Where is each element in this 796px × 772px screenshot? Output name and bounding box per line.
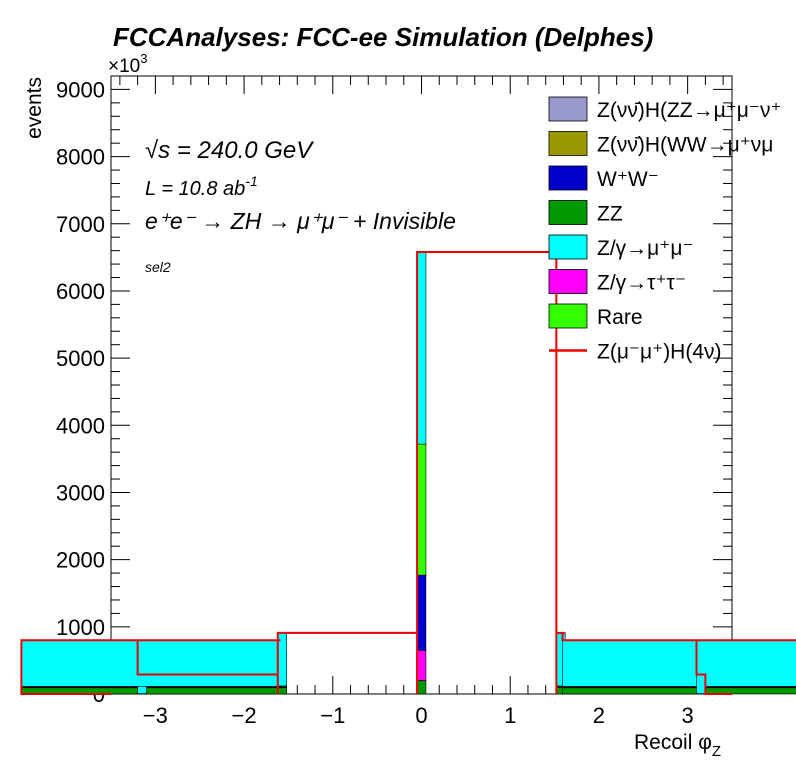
bar-segment (416, 443, 427, 576)
y-tick-label: 4000 (56, 413, 105, 438)
legend-label: W⁺W⁻ (597, 168, 659, 191)
bar-segment (416, 680, 427, 695)
x-tick-label: 2 (593, 703, 605, 728)
x-tick-label: −3 (143, 703, 168, 728)
sqrts-annotation: √s = 240.0 GeV (145, 137, 314, 164)
legend-label: ZZ (597, 203, 623, 226)
bar-segment (562, 639, 796, 687)
y-tick-label: 5000 (56, 346, 105, 371)
legend-swatch (548, 269, 588, 294)
y-tick-label: 2000 (56, 548, 105, 573)
x-tick-label: −1 (320, 703, 345, 728)
y-multiplier: ×103 (108, 51, 147, 77)
x-tick-label: −2 (232, 703, 257, 728)
legend-swatch (548, 303, 588, 329)
legend-swatch (548, 96, 588, 122)
y-axis-label: events (23, 77, 46, 139)
y-tick-label: 7000 (56, 212, 105, 237)
y-tick-label: 1000 (56, 615, 105, 640)
legend-label: Z/γ→μ⁺μ⁻ (597, 237, 694, 260)
bar-segment (562, 687, 796, 695)
x-tick-label: 0 (415, 703, 427, 728)
bar-segment (416, 574, 427, 651)
bar-segment (277, 686, 287, 695)
bar-segment (21, 639, 281, 687)
legend-label: Z(μ⁻μ⁺)H(4ν) (597, 341, 722, 364)
signal-line (20, 250, 796, 695)
process-annotation: e⁺e⁻ → ZH → μ⁺μ⁻ + Invisible (145, 208, 456, 234)
legend-label: Rare (597, 306, 643, 329)
chart-title: FCCAnalyses: FCC-ee Simulation (Delphes) (113, 22, 653, 52)
x-tick-label: 1 (504, 703, 516, 728)
x-tick-label: 3 (682, 703, 694, 728)
legend-label: Z/γ→τ⁺τ⁻ (597, 272, 686, 295)
y-tick-label: 8000 (56, 145, 105, 170)
legend-swatch (548, 234, 588, 260)
legend-swatch (548, 165, 588, 191)
selection-annotation: sel2 (145, 259, 171, 275)
legend-label: Z(νν̄)H(ZZ→μ⁺μ⁻ν⁺ (597, 99, 782, 122)
legend-swatch (548, 200, 588, 225)
x-axis-label: Recoil φZ (634, 731, 721, 760)
legend-label: Z(νν̄)H(WW→μ⁺νμ (597, 134, 773, 157)
y-tick-label: 6000 (56, 279, 105, 304)
bar-segment (416, 650, 427, 681)
y-tick-label: 9000 (56, 77, 105, 102)
legend-swatch (548, 131, 588, 156)
bar-segment (416, 251, 427, 445)
bar-segment (696, 674, 706, 694)
y-tick-label: 3000 (56, 480, 105, 505)
lumi-annotation: L = 10.8 ab-1 (145, 173, 258, 200)
